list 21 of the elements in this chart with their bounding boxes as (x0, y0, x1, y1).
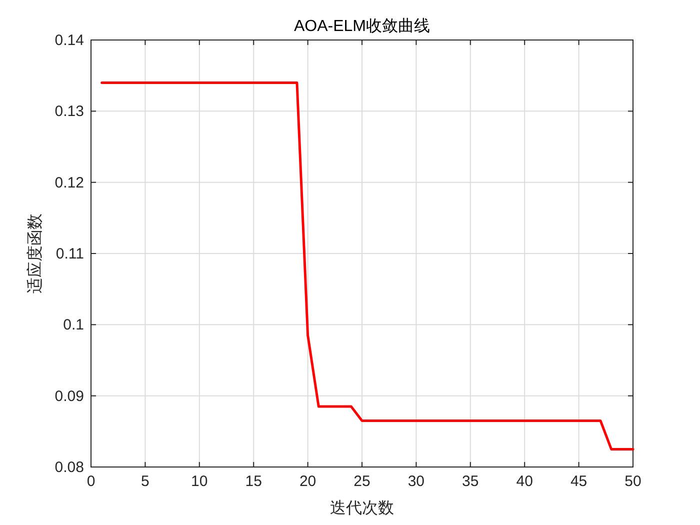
x-tick-label: 30 (408, 473, 425, 490)
y-tick-label: 0.13 (54, 103, 84, 120)
y-tick-label: 0.08 (54, 459, 84, 476)
y-axis-title: 适应度函数 (25, 214, 44, 294)
x-tick-label: 5 (141, 473, 150, 490)
y-tick-label: 0.1 (63, 316, 84, 334)
x-tick-label: 50 (624, 473, 642, 490)
y-tick-label: 0.09 (54, 388, 84, 405)
x-tick-label: 45 (570, 473, 588, 490)
x-tick-label: 15 (245, 473, 262, 490)
x-tick-label: 40 (516, 473, 533, 490)
chart-title: AOA-ELM收敛曲线 (294, 17, 430, 35)
x-tick-label: 20 (299, 473, 316, 490)
x-tick-label: 25 (354, 473, 370, 490)
y-tick-label: 0.12 (54, 174, 84, 192)
x-axis-title: 迭代次数 (330, 498, 394, 517)
x-tick-label: 0 (86, 473, 96, 490)
x-tick-label: 10 (191, 473, 208, 490)
y-tick-label: 0.14 (54, 32, 84, 49)
x-tick-label: 35 (462, 473, 479, 490)
y-tick-label: 0.11 (56, 246, 84, 262)
